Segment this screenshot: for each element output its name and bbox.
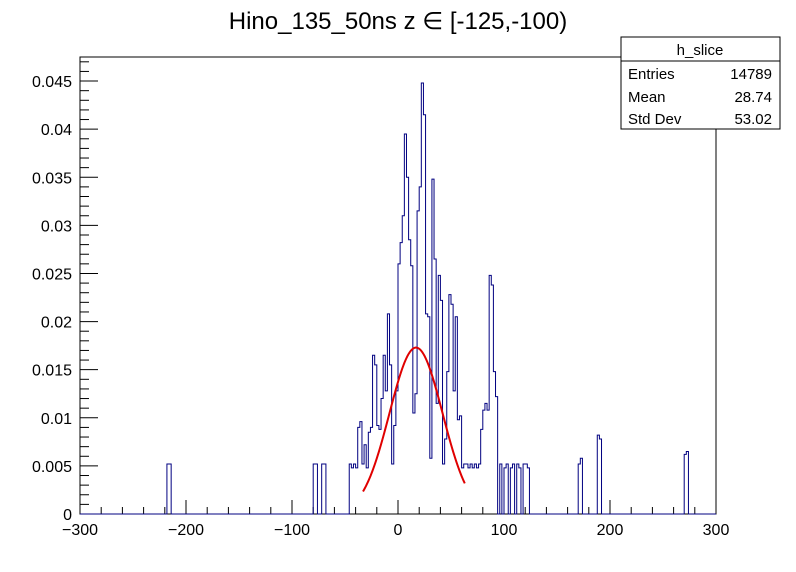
- stats-stddev-label: Std Dev: [628, 111, 682, 128]
- y-tick-label: 0.005: [32, 459, 72, 476]
- y-tick-label: 0.035: [32, 170, 72, 187]
- x-tick-label: 200: [597, 522, 624, 539]
- x-tick-label: 300: [703, 522, 730, 539]
- x-tick-label: −200: [168, 522, 204, 539]
- y-tick-label: 0.045: [32, 74, 72, 91]
- gaussian-fit-curve: [362, 346, 466, 492]
- y-tick-label: 0.04: [41, 122, 72, 139]
- chart-title: Hino_135_50ns z ∈ [-125,-100): [229, 8, 567, 35]
- y-tick-label: 0.01: [41, 411, 72, 428]
- stats-mean-value: 28.74: [734, 89, 772, 106]
- y-tick-label: 0.02: [41, 315, 72, 332]
- stats-stddev-value: 53.02: [734, 111, 772, 128]
- stats-entries-label: Entries: [628, 66, 675, 83]
- y-tick-label: 0: [63, 507, 72, 524]
- histogram-series: [80, 82, 716, 515]
- x-tick-label: −300: [62, 522, 98, 539]
- x-tick-label: 0: [394, 522, 403, 539]
- x-axis: −300 −200 −100 0 100 200 300: [62, 500, 729, 539]
- y-tick-label: 0.025: [32, 266, 72, 283]
- y-tick-label: 0.015: [32, 363, 72, 380]
- x-tick-label: −100: [274, 522, 310, 539]
- y-tick-label: 0.03: [41, 218, 72, 235]
- stats-box: h_slice Entries 14789 Mean 28.74 Std Dev…: [620, 36, 781, 130]
- x-tick-label: 100: [491, 522, 518, 539]
- y-axis: 0 0.005 0.01 0.015 0.02 0.025 0.03 0.035 0.04 0.0…: [32, 61, 98, 524]
- stats-box-title: h_slice: [677, 42, 724, 59]
- stats-mean-label: Mean: [628, 89, 666, 106]
- stats-entries-value: 14789: [730, 66, 772, 83]
- stats-box-frame: [620, 36, 781, 130]
